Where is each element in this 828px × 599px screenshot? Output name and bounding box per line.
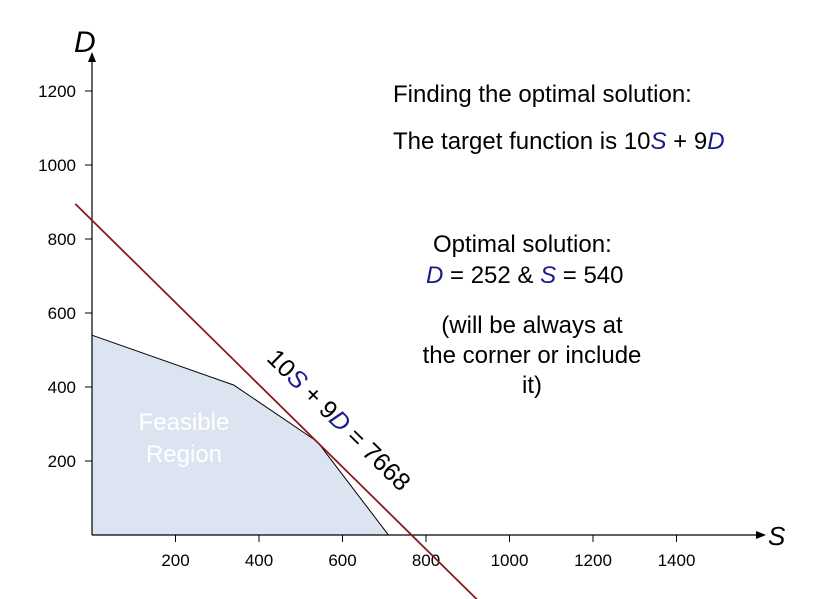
- corner-note: (will be always at the corner or include…: [405, 311, 659, 401]
- corner-note-line1: (will be always at: [441, 312, 623, 339]
- optimal-solution-title: Optimal solution:: [433, 231, 612, 258]
- x-tick-label: 200: [161, 551, 189, 570]
- corner-note-line2: the corner or include: [422, 342, 642, 369]
- target-function-var-s: S: [650, 128, 667, 155]
- optimal-var-s: S: [540, 262, 557, 289]
- feasible-region-label-line2: Region: [146, 441, 222, 468]
- optimal-s-value: = 540: [556, 262, 624, 289]
- corner-note-line3: it): [522, 372, 542, 399]
- x-axis-arrow: [756, 531, 766, 539]
- optimal-d-value: = 252 &: [443, 262, 541, 289]
- optimal-solution-values: D = 252 & S = 540: [426, 261, 624, 291]
- y-axis-label: D: [74, 26, 96, 59]
- y-tick-label: 400: [48, 378, 76, 397]
- y-tick-label: 600: [48, 304, 76, 323]
- feasible-region-label-line1: Feasible: [139, 409, 230, 436]
- target-function-text: The target function is 10S + 9D: [393, 127, 725, 157]
- y-axis-arrow: [88, 52, 96, 62]
- y-tick-label: 200: [48, 452, 76, 471]
- constraint-edge: [91, 334, 235, 386]
- constraint-edge: [317, 441, 389, 536]
- y-tick-label: 800: [48, 230, 76, 249]
- x-tick-label: 1200: [574, 551, 612, 570]
- x-tick-label: 1400: [658, 551, 696, 570]
- y-tick-label: 1000: [38, 156, 76, 175]
- heading-text: Finding the optimal solution:: [393, 81, 692, 108]
- target-function-var-d: D: [707, 128, 725, 155]
- target-function-prefix: The target function is 10: [393, 128, 651, 155]
- feasible-region: [92, 335, 389, 535]
- x-tick-label: 600: [328, 551, 356, 570]
- optimal-var-d: D: [426, 262, 444, 289]
- x-tick-label: 800: [412, 551, 440, 570]
- x-tick-label: 1000: [491, 551, 529, 570]
- target-line: [74, 203, 478, 599]
- y-tick-label: 1200: [38, 82, 76, 101]
- target-function-mid: + 9: [666, 128, 708, 155]
- constraint-edge: [233, 384, 318, 443]
- x-axis-label: S: [768, 521, 786, 551]
- x-tick-label: 400: [245, 551, 273, 570]
